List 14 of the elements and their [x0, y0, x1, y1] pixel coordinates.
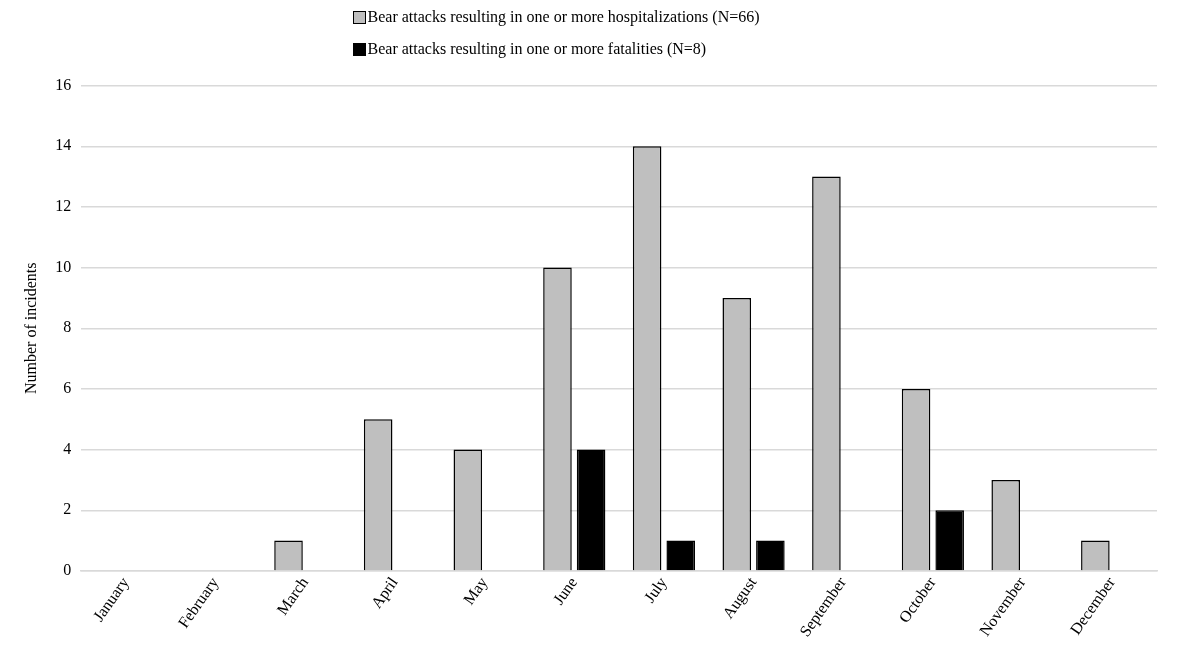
y-tick-label: 16 [55, 75, 72, 93]
y-tick-label: 2 [63, 500, 72, 518]
x-tick-label: July [640, 573, 671, 606]
y-tick-label: 0 [63, 561, 72, 579]
y-tick-label: 8 [63, 318, 72, 336]
legend-label: Bear attacks resulting in one or more hospitalizations (N=66) [367, 8, 760, 26]
y-tick-label: 14 [55, 136, 72, 154]
y-tick-label: 6 [63, 379, 72, 397]
y-tick-label: 10 [55, 257, 72, 275]
y-tick-label: 12 [55, 197, 72, 215]
y-tick-label: 4 [63, 439, 72, 457]
y-axis-title: Number of incidents [21, 262, 39, 395]
x-tick-label: June [549, 573, 581, 608]
legend-label: Bear attacks resulting in one or more fatalities (N=8) [367, 40, 707, 58]
